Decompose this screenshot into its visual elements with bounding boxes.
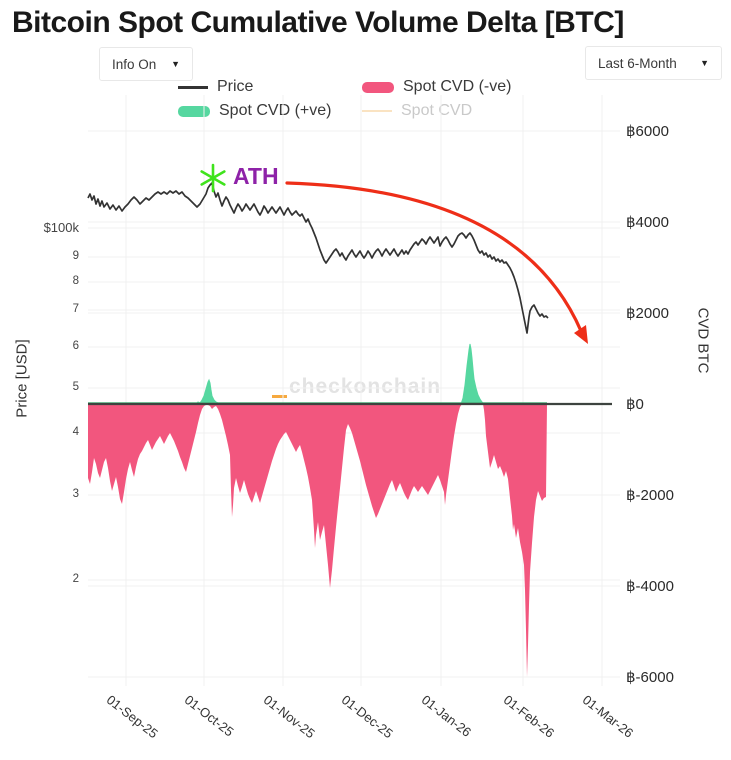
cvd-negative-swatch [362,81,394,93]
y-right-tick: ฿0 [626,396,644,413]
legend-item-spot-cvd-disabled[interactable]: Spot CVD [362,101,472,121]
legend-label: Price [217,78,254,95]
info-dropdown-label: Info On [112,56,157,72]
ath-arrow-head [574,325,588,344]
y-right-tick: ฿-6000 [626,669,674,686]
watermark-dash [272,395,287,398]
y-left-tick: 8 [72,275,79,287]
y-left-tick: 9 [72,250,79,262]
y-right-tick: ฿2000 [626,305,669,322]
cvd-line-swatch [362,110,392,112]
time-range-dropdown-label: Last 6-Month [598,55,677,71]
y-right-axis-title: CVD BTC [694,307,712,374]
ath-annotation-label: ATH [233,163,279,189]
ath-arrow-curve [285,181,583,333]
y-left-tick: 2 [72,573,79,585]
ath-star-icon [200,170,226,186]
y-right-tick: ฿-2000 [626,487,674,504]
spot-cvd-positive-area [194,378,221,405]
legend-label: Spot CVD (+ve) [219,102,332,119]
legend-label: Spot CVD (-ve) [403,78,512,95]
chevron-down-icon: ▼ [700,58,709,68]
y-left-axis-title: Price [USD] [13,339,31,418]
y-right-tick: ฿-4000 [626,578,674,595]
y-right-tick: ฿4000 [626,214,669,231]
legend-item-spot-cvd-positive[interactable]: Spot CVD (+ve) [178,101,331,121]
y-left-tick: 7 [72,303,79,315]
cvd-positive-swatch [178,105,210,117]
y-left-tick: 5 [72,381,79,393]
legend-item-spot-cvd-negative[interactable]: Spot CVD (-ve) [362,77,511,97]
legend-item-price[interactable]: Price [178,77,253,97]
y-right-tick: ฿6000 [626,123,669,140]
price-line-swatch [178,85,208,89]
y-left-tick: $100k [43,220,79,235]
watermark: checkonchain [289,375,442,398]
y-left-tick: 4 [72,426,79,438]
spot-cvd-positive-area [460,343,486,405]
info-dropdown[interactable]: Info On ▼ [99,47,193,81]
price-line [87,182,549,334]
spot-cvd-negative-area [88,404,547,677]
y-left-tick: 3 [72,488,79,500]
chevron-down-icon: ▼ [171,59,180,69]
page-title: Bitcoin Spot Cumulative Volume Delta [BT… [12,6,624,39]
time-range-dropdown[interactable]: Last 6-Month ▼ [585,46,722,80]
y-left-tick: 6 [72,340,79,352]
legend-label: Spot CVD [401,102,473,119]
